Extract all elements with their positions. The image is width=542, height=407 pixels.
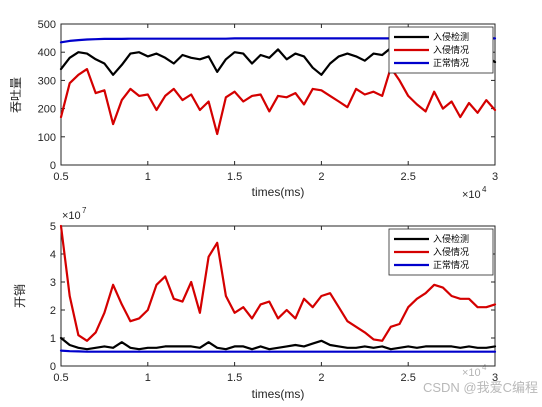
top-series-line-1 <box>59 66 497 136</box>
bottom-y-axis-label: 开销 <box>13 284 27 308</box>
bottom-y-multiplier: ×10 <box>62 210 81 222</box>
top-ticks: 0.5 1 1.5 2 2.5 3 0 100 200 300 400 500 <box>38 19 498 183</box>
top-x-tick-label-2: 1.5 <box>227 171 242 183</box>
bottom-legend-label-2: 正常情况 <box>433 259 469 270</box>
top-x-tick-label-5: 3 <box>492 171 498 183</box>
top-y-tick-label-4: 400 <box>38 47 56 59</box>
top-y-tick-label-2: 200 <box>38 104 56 116</box>
top-x-tick-label-4: 2.5 <box>401 171 416 183</box>
bottom-x-exponent-value: 4 <box>482 363 487 372</box>
bottom-x-exponent: ×10 4 <box>462 363 487 379</box>
top-x-tick-label-3: 2 <box>318 171 324 183</box>
top-y-tick-label-1: 100 <box>38 132 56 144</box>
bottom-series-lines <box>59 224 497 353</box>
top-x-exponent: ×10 4 <box>462 185 487 201</box>
bottom-series-line-2 <box>59 349 497 353</box>
top-legend-label-0: 入侵检测 <box>433 31 469 42</box>
bottom-y-tick-label-0: 0 <box>50 361 56 373</box>
bottom-x-tick-label-5: 3 <box>492 372 498 384</box>
top-chart: 0.5 1 1.5 2 2.5 3 0 100 200 300 400 500 times(ms) 吞… <box>9 19 498 201</box>
top-legend-label-2: 正常情况 <box>433 57 469 68</box>
bottom-x-axis-label: times(ms) <box>252 387 305 401</box>
top-x-tick-label-0: 0.5 <box>53 171 68 183</box>
bottom-series-line-0 <box>59 336 497 351</box>
top-x-axis-label: times(ms) <box>252 185 305 199</box>
bottom-y-tick-label-2: 2 <box>50 305 56 317</box>
bottom-y-exponent: ×10 7 <box>62 206 87 222</box>
top-legend-label-1: 入侵情况 <box>433 44 469 55</box>
bottom-legend-label-1: 入侵情况 <box>433 246 469 257</box>
top-x-multiplier: ×10 <box>462 189 481 201</box>
bottom-y-tick-label-5: 5 <box>50 221 56 233</box>
bottom-x-tick-label-1: 1 <box>145 372 151 384</box>
top-y-tick-label-5: 500 <box>38 19 56 31</box>
bottom-y-tick-label-4: 4 <box>50 249 56 261</box>
bottom-y-tick-label-3: 3 <box>50 277 56 289</box>
bottom-x-tick-label-0: 0.5 <box>53 372 68 384</box>
watermark: CSDN @我爱C编程 <box>423 380 538 395</box>
bottom-x-multiplier: ×10 <box>462 367 481 379</box>
bottom-x-tick-label-3: 2 <box>318 372 324 384</box>
bottom-y-exponent-value: 7 <box>82 206 87 215</box>
top-x-exponent-value: 4 <box>482 185 487 194</box>
bottom-x-tick-label-2: 1.5 <box>227 372 242 384</box>
bottom-series-line-1 <box>59 224 497 342</box>
bottom-legend-label-0: 入侵检测 <box>433 233 469 244</box>
top-y-axis-label: 吞吐量 <box>9 77 23 113</box>
top-y-tick-label-3: 300 <box>38 75 56 87</box>
bottom-x-tick-label-4: 2.5 <box>401 372 416 384</box>
bottom-y-tick-label-1: 1 <box>50 333 56 345</box>
top-x-tick-label-1: 1 <box>145 171 151 183</box>
top-y-tick-label-0: 0 <box>50 160 56 172</box>
